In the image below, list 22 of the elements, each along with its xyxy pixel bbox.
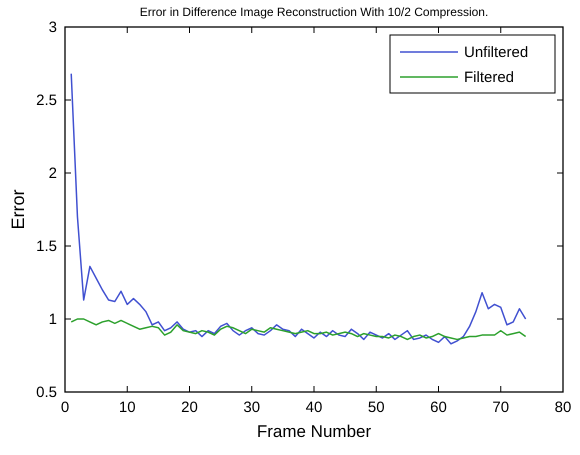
y-tick-label: 2.5 [36, 92, 57, 109]
y-tick-label: 1.5 [36, 238, 57, 255]
y-tick-label: 3 [48, 19, 57, 36]
y-tick-label: 2 [48, 165, 57, 182]
line-series [70, 72, 526, 345]
x-tick-label: 40 [306, 399, 322, 416]
x-tick-label: 80 [554, 399, 572, 416]
x-tick-label: 70 [492, 399, 510, 416]
line-series [70, 318, 526, 340]
y-tick-label: 1 [48, 311, 57, 328]
chart-title: Error in Difference Image Reconstruction With 10/2 Compression. [140, 5, 488, 19]
x-tick-label: 20 [181, 399, 198, 416]
legend-label: Unfiltered [464, 44, 528, 61]
x-tick-label: 10 [118, 399, 136, 416]
x-axis-title: Frame Number [256, 422, 372, 441]
x-tick-label: 60 [430, 399, 447, 416]
x-tick-label: 50 [368, 399, 385, 416]
x-tick-label: 0 [60, 399, 70, 416]
y-tick-label: 0.5 [36, 384, 57, 401]
y-axis-title: Error [8, 189, 28, 230]
x-tick-label: 30 [243, 399, 260, 416]
legend-label: Filtered [464, 69, 514, 86]
